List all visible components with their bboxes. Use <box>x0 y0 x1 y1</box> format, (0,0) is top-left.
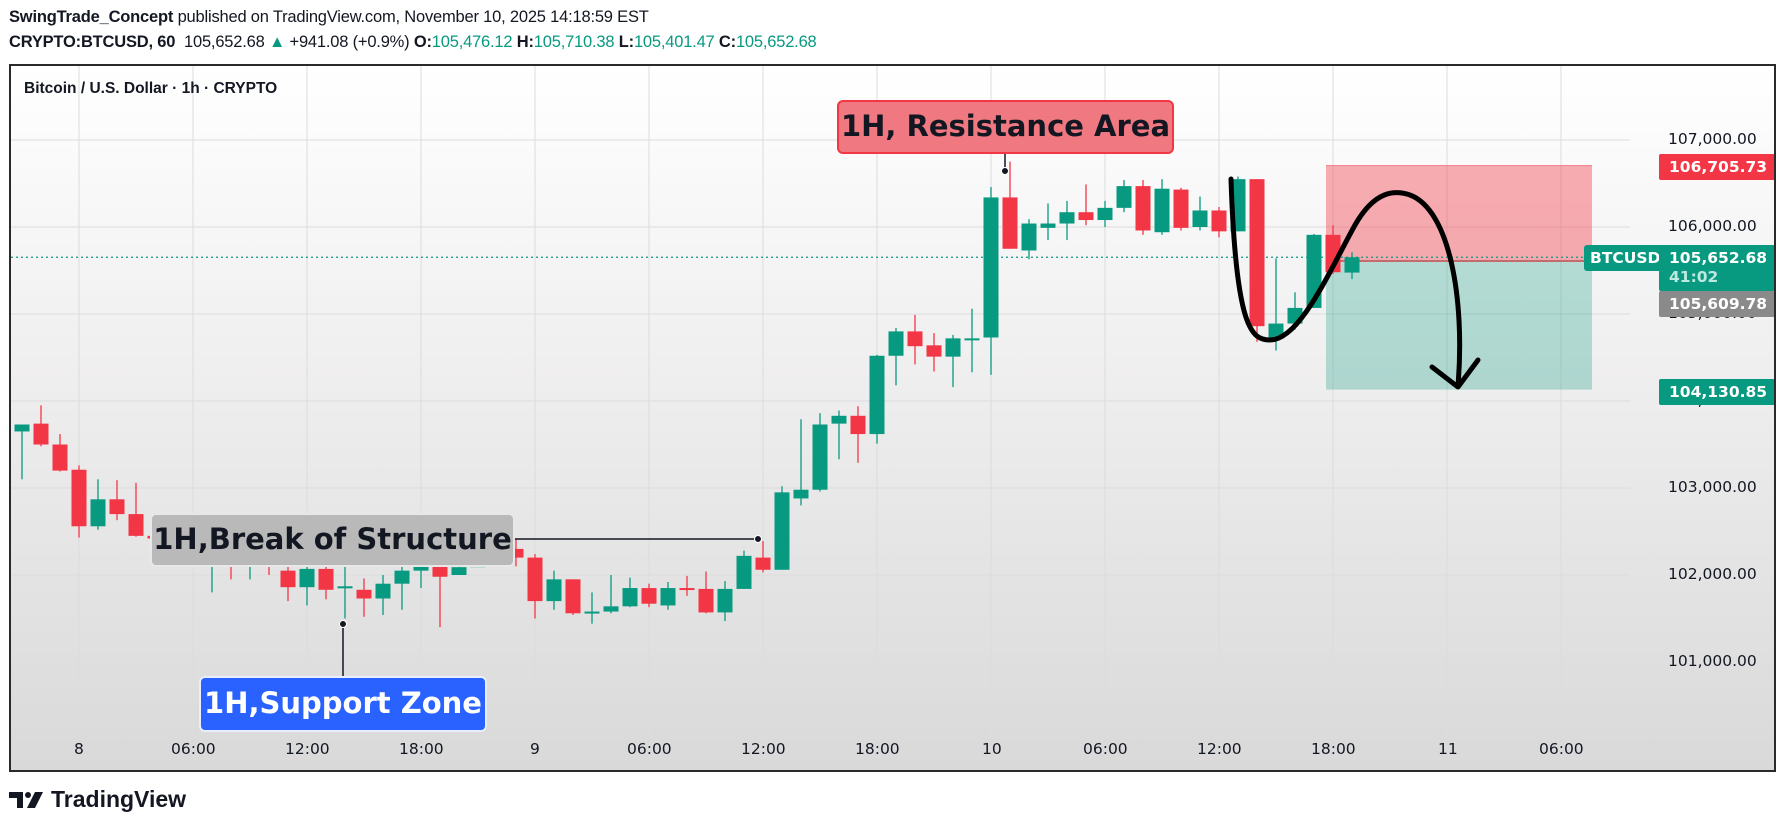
last-price-tag: 105,652.68 41:02 <box>1659 245 1774 291</box>
publish-text: published on TradingView.com, November 1… <box>177 8 649 26</box>
time-tick-label: 06:00 <box>171 740 216 758</box>
tradingview-logo-icon <box>9 791 43 808</box>
tradingview-logo[interactable]: TradingView <box>9 786 186 813</box>
chart-title: Bitcoin / U.S. Dollar · 1h · CRYPTO <box>24 80 278 97</box>
publish-info: SwingTrade_Concept published on TradingV… <box>9 8 649 27</box>
stop-loss-price-tag: 106,705.73 <box>1659 154 1774 180</box>
low-label: L: <box>618 33 634 51</box>
last-price: 105,652.68 <box>184 33 265 51</box>
last-price-tag-value: 105,652.68 <box>1669 249 1768 267</box>
symbol-badge: BTCUSD <box>1584 245 1667 271</box>
open-label: O: <box>413 33 432 51</box>
price-tick-label: 106,000.00 <box>1668 217 1757 235</box>
time-tick-label: 18:00 <box>855 740 900 758</box>
symbol-label: CRYPTO:BTCUSD, 60 <box>9 33 176 51</box>
time-tick-label: 10 <box>982 740 1002 758</box>
time-tick-label: 18:00 <box>399 740 444 758</box>
high-label: H: <box>516 33 534 51</box>
time-tick-label: 12:00 <box>741 740 786 758</box>
candlestick-plot[interactable] <box>11 66 1776 772</box>
time-tick-label: 12:00 <box>1197 740 1242 758</box>
high-value: 105,710.38 <box>533 33 615 51</box>
low-value: 105,401.47 <box>633 33 715 51</box>
chart-pane[interactable]: Bitcoin / U.S. Dollar · 1h · CRYPTO 1H, … <box>9 64 1776 772</box>
price-tick-label: 103,000.00 <box>1668 478 1757 496</box>
time-tick-label: 18:00 <box>1311 740 1356 758</box>
bar-countdown: 41:02 <box>1669 268 1719 286</box>
close-label: C: <box>718 33 736 51</box>
time-tick-label: 11 <box>1438 740 1458 758</box>
change-value: +941.08 (+0.9%) <box>289 33 410 51</box>
time-tick-label: 06:00 <box>1539 740 1584 758</box>
time-tick-label: 06:00 <box>627 740 672 758</box>
time-tick-label: 12:00 <box>285 740 330 758</box>
time-tick-label: 8 <box>74 740 84 758</box>
symbol-ohlc-line: CRYPTO:BTCUSD, 60 105,652.68 ▲ +941.08 (… <box>9 33 817 52</box>
break-of-structure-annotation[interactable]: 1H,Break of Structure <box>150 513 515 567</box>
time-tick-label: 06:00 <box>1083 740 1128 758</box>
open-value: 105,476.12 <box>431 33 513 51</box>
support-annotation[interactable]: 1H,Support Zone <box>199 676 487 732</box>
target-price-tag: 104,130.85 <box>1659 379 1774 405</box>
price-tick-label: 101,000.00 <box>1668 652 1757 670</box>
price-tick-label: 107,000.00 <box>1668 130 1757 148</box>
resistance-annotation[interactable]: 1H, Resistance Area <box>837 100 1174 154</box>
up-arrow-icon: ▲ <box>268 33 286 51</box>
close-value: 105,652.68 <box>735 33 817 51</box>
price-tick-label: 102,000.00 <box>1668 565 1757 583</box>
entry-price-tag: 105,609.78 <box>1659 291 1774 317</box>
time-tick-label: 9 <box>530 740 540 758</box>
author-name[interactable]: SwingTrade_Concept <box>9 8 174 26</box>
brand-name: TradingView <box>51 786 187 812</box>
